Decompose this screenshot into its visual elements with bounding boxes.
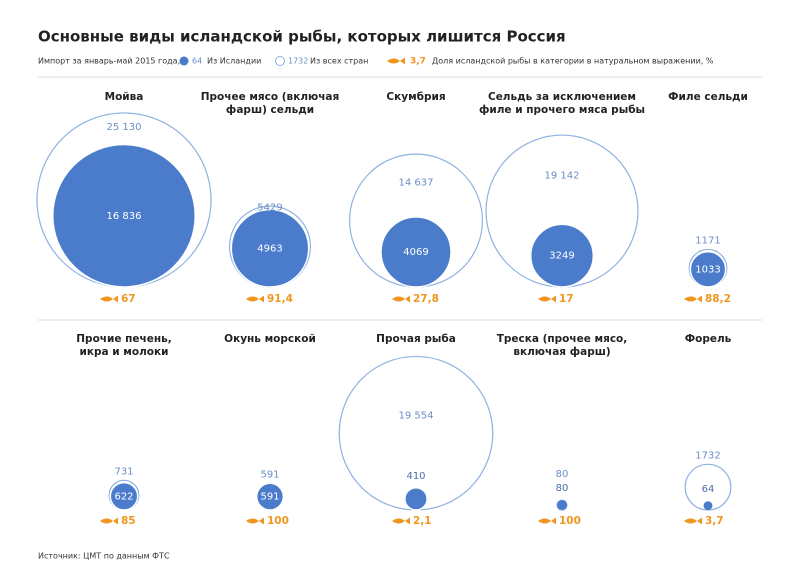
inner-bubble xyxy=(529,223,595,288)
inner-value-label: 3249 xyxy=(549,251,574,262)
legend-sample: 3,7 xyxy=(410,57,426,67)
legend-label: Из всех стран xyxy=(310,57,368,66)
inner-bubble xyxy=(52,143,196,288)
inner-value-label: 80 xyxy=(556,483,569,494)
inner-value-label: 4069 xyxy=(403,247,428,258)
fish-icon xyxy=(684,295,702,303)
legend-label: Доля исландской рыбы в категории в натур… xyxy=(432,57,714,66)
category-title: включая фарш) xyxy=(513,346,610,358)
inner-value-label: 591 xyxy=(260,492,279,503)
category-title: Окунь морской xyxy=(224,333,316,345)
outer-value-label: 1171 xyxy=(695,235,720,246)
outer-value-label: 1732 xyxy=(695,450,720,461)
category-title: Филе сельди xyxy=(668,91,748,103)
category-title: Прочая рыба xyxy=(376,333,456,345)
legend-sample: 64 xyxy=(192,57,202,66)
fish-icon xyxy=(100,295,118,303)
outer-value-label: 25 130 xyxy=(107,122,142,133)
inner-value-label: 410 xyxy=(406,471,425,482)
fish-icon xyxy=(538,295,556,303)
category-title: фарш) сельди xyxy=(226,104,314,116)
fish-icon xyxy=(392,295,410,303)
inner-bubble xyxy=(255,482,285,511)
share-label: 27,8 xyxy=(413,293,439,305)
outer-value-label: 591 xyxy=(260,469,279,480)
inner-bubble xyxy=(109,481,139,511)
outer-value-label: 80 xyxy=(556,469,569,480)
inner-value-label: 4963 xyxy=(257,243,282,254)
category-title: Сельдь за исключением xyxy=(488,91,636,103)
inner-value-label: 64 xyxy=(702,484,715,495)
share-label: 85 xyxy=(121,515,136,527)
inner-value-label: 1033 xyxy=(695,264,720,275)
fish-icon xyxy=(246,295,264,303)
share-label: 3,7 xyxy=(705,515,724,527)
inner-bubble xyxy=(689,250,727,288)
category-title: Прочее мясо (включая xyxy=(201,91,340,103)
chart-title: Основные виды исландской рыбы, которых л… xyxy=(38,28,566,46)
legend-label: Из Исландии xyxy=(207,57,261,66)
category-title: Треска (прочее мясо, xyxy=(497,333,628,345)
share-label: 88,2 xyxy=(705,293,731,305)
fish-icon xyxy=(387,57,405,65)
fish-icon xyxy=(392,517,410,525)
outer-value-label: 19 142 xyxy=(545,170,580,181)
category-title: филе и прочего мяса рыбы xyxy=(479,104,645,116)
fish-icon xyxy=(100,517,118,525)
fish-icon xyxy=(246,517,264,525)
inner-value-label: 16 836 xyxy=(107,211,142,222)
legend-swatch xyxy=(275,56,285,66)
outer-bubble xyxy=(338,355,494,511)
inner-bubble xyxy=(230,208,310,288)
category-title: Скумбрия xyxy=(386,91,445,103)
inner-bubble xyxy=(703,501,713,510)
outer-value-label: 5429 xyxy=(257,203,282,214)
legend-sample: 1732 xyxy=(288,57,308,66)
inner-value-label: 622 xyxy=(114,491,133,502)
inner-bubble xyxy=(404,487,428,511)
share-label: 100 xyxy=(559,515,581,527)
category-title: икра и молоки xyxy=(80,346,169,358)
share-label: 67 xyxy=(121,293,136,305)
share-label: 2,1 xyxy=(413,515,432,527)
share-label: 100 xyxy=(267,515,289,527)
outer-value-label: 14 637 xyxy=(399,177,434,188)
outer-value-label: 731 xyxy=(114,466,133,477)
legend-swatch xyxy=(179,56,189,66)
source: Источник: ЦМТ по данным ФТС xyxy=(38,552,170,561)
category-title: Форель xyxy=(685,333,732,345)
legend-title: Импорт за январь-май 2015 года, т xyxy=(38,57,188,66)
share-label: 17 xyxy=(559,293,574,305)
inner-bubble xyxy=(557,500,567,510)
outer-value-label: 19 554 xyxy=(399,411,434,422)
share-label: 91,4 xyxy=(267,293,293,305)
fish-icon xyxy=(538,517,556,525)
category-title: Мойва xyxy=(105,91,144,103)
category-title: Прочие печень, xyxy=(76,333,171,345)
inner-bubble xyxy=(380,216,452,288)
fish-icon xyxy=(684,517,702,525)
